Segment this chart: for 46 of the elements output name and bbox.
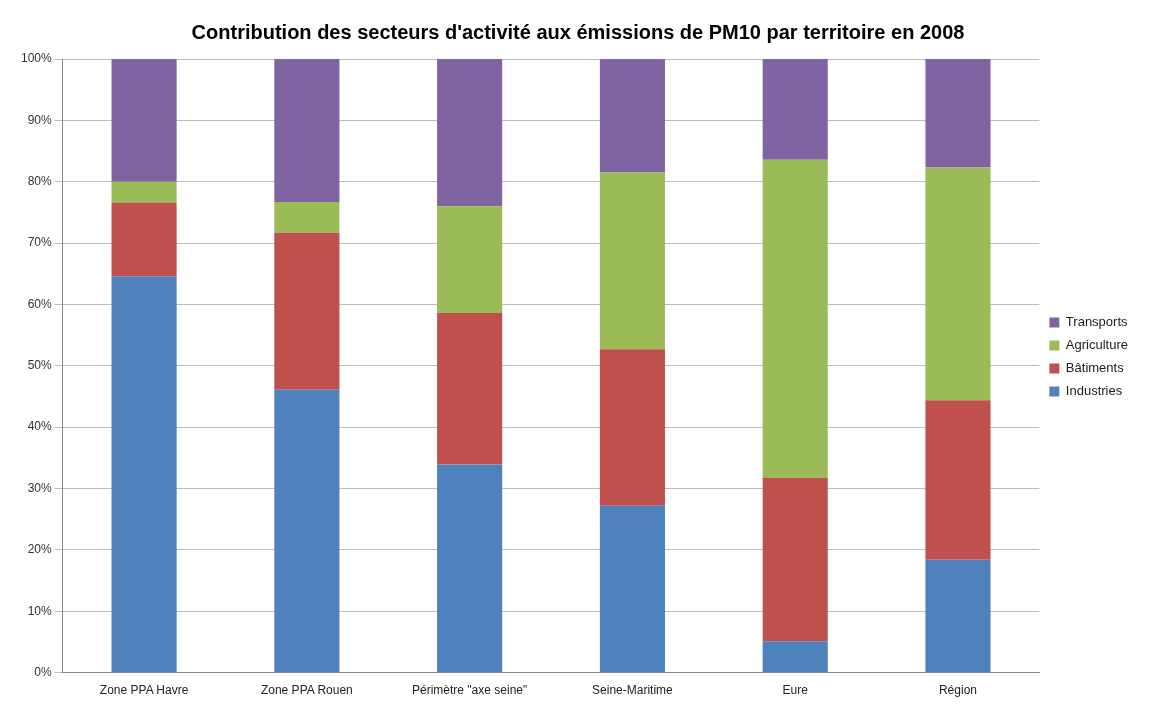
x-tick-label: Périmètre "axe seine" xyxy=(412,683,528,698)
legend-label: Industries xyxy=(1065,383,1123,399)
bar xyxy=(274,59,340,202)
x-tick-label: Eure xyxy=(782,683,809,698)
chart-title: Contribution des secteurs d'activité aux émissions de PM10 par territoire en 2008 xyxy=(191,20,965,43)
bar xyxy=(111,181,177,203)
y-tick-label: 40% xyxy=(27,419,53,434)
bar xyxy=(437,464,503,673)
y-tick-label: 70% xyxy=(27,235,53,250)
bar xyxy=(437,206,503,314)
y-tick-label: 90% xyxy=(27,112,53,127)
bar xyxy=(274,201,340,233)
bar xyxy=(762,159,828,479)
y-tick-label: 50% xyxy=(27,358,53,373)
bar xyxy=(111,59,177,182)
bar xyxy=(762,641,828,673)
x-tick-label: Région xyxy=(938,683,977,698)
y-tick-label: 30% xyxy=(27,480,53,495)
bar xyxy=(274,389,340,673)
y-tick-label: 100% xyxy=(20,51,53,66)
bar xyxy=(925,400,991,560)
bar xyxy=(599,59,665,173)
y-tick-label: 0% xyxy=(34,664,53,679)
bar xyxy=(437,59,503,207)
bar xyxy=(111,276,177,673)
bar xyxy=(599,505,665,673)
bar xyxy=(925,167,991,401)
legend-label: Bâtiments xyxy=(1065,360,1125,376)
bar xyxy=(274,232,340,390)
y-tick-label: 20% xyxy=(27,542,53,557)
bar xyxy=(925,559,991,673)
bar xyxy=(762,59,828,160)
x-tick-label: Zone PPA Rouen xyxy=(260,683,353,698)
y-tick-label: 80% xyxy=(27,174,53,189)
legend-label: Agriculture xyxy=(1065,337,1128,353)
x-tick-label: Zone PPA Havre xyxy=(99,683,189,698)
x-tick-label: Seine-Maritime xyxy=(592,683,674,698)
y-tick-label: 10% xyxy=(27,603,53,618)
y-tick-label: 60% xyxy=(27,296,53,311)
bar xyxy=(111,202,177,277)
legend-label: Transports xyxy=(1065,314,1129,330)
bar xyxy=(599,172,665,350)
bar xyxy=(599,349,665,506)
bar xyxy=(437,313,503,465)
bar xyxy=(762,478,828,642)
bar xyxy=(925,59,991,168)
